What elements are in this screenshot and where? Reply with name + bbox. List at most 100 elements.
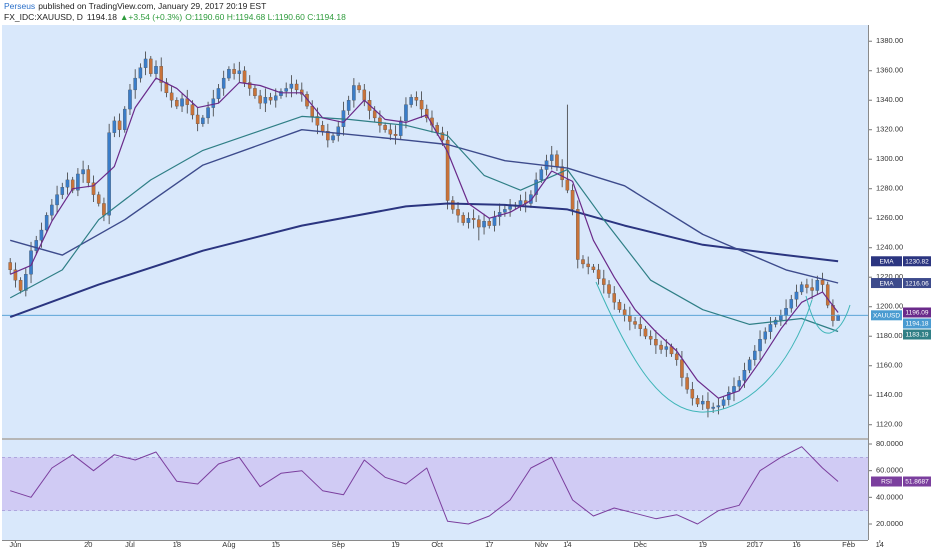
candle-body (409, 97, 413, 105)
candle-body (357, 85, 361, 91)
line-series (9, 115, 839, 333)
candle-body (13, 269, 18, 281)
candle-body (414, 97, 419, 101)
author[interactable]: Perseus (4, 1, 35, 11)
candle-body (346, 100, 351, 111)
candle-body (404, 104, 408, 122)
candle-body (398, 120, 403, 136)
candle-body (456, 209, 460, 216)
candle-body (622, 309, 627, 316)
y-tick-label: 1300.00 (876, 154, 903, 163)
candle-body (820, 280, 825, 285)
candle-body (331, 135, 335, 141)
candle-body (70, 179, 75, 191)
candle-body (289, 83, 294, 89)
candle-body (221, 77, 226, 89)
value-badge-label: 1196.09 (905, 310, 928, 317)
candle-body (336, 126, 341, 136)
candle-body (695, 398, 700, 405)
rsi-band (2, 457, 868, 511)
name-badge-label: XAUUSD (873, 313, 900, 320)
line-series (9, 77, 839, 399)
candle-body (143, 58, 148, 68)
candle-body (758, 339, 762, 352)
candle-body (492, 216, 497, 226)
candle-body (34, 240, 39, 251)
line-series (10, 129, 839, 284)
name-badge-label: RSI (881, 479, 892, 486)
candle-body (716, 405, 721, 408)
name-badge-label: EMA (879, 280, 894, 287)
candle-body (352, 85, 356, 101)
candle-body (482, 221, 486, 228)
candle-body (445, 139, 450, 201)
value-badge (903, 476, 931, 487)
candle-body (274, 95, 278, 101)
y-tick-label: 1360.00 (876, 66, 903, 75)
candle-body (154, 66, 158, 74)
candle-body (232, 69, 236, 74)
y-tick-label: 1140.00 (876, 390, 903, 399)
candle-body (565, 179, 570, 191)
candle-body (362, 89, 367, 101)
name-badge (871, 476, 902, 487)
candle-body (732, 386, 736, 393)
candle-body (18, 280, 23, 291)
candle-body (648, 336, 653, 340)
candle-body (91, 182, 96, 195)
publish-line: Perseus published on TradingView.com, Jan… (4, 1, 266, 11)
candle-body (107, 132, 111, 216)
change: ▲+3.54 (+0.3%) (120, 12, 182, 22)
candle-body (638, 324, 643, 329)
candle-body (279, 91, 283, 96)
candle-body (747, 359, 752, 371)
candle-body (560, 166, 564, 181)
candle-body (253, 88, 257, 96)
x-tick-label: 19 (699, 540, 707, 549)
candle-body (149, 58, 153, 74)
candle-body (268, 97, 273, 101)
candle-body (195, 114, 200, 124)
candle-body (503, 209, 507, 213)
candle-body (518, 200, 523, 206)
y-tick-label: 1180.00 (876, 331, 903, 340)
name-badge (871, 278, 902, 289)
x-tick-label: Jul (125, 540, 135, 549)
candle-body (393, 133, 398, 136)
candle-body (96, 194, 101, 204)
candle-body (810, 287, 814, 291)
candle-body (643, 328, 648, 337)
candle-body (680, 359, 684, 378)
candle-body (607, 284, 611, 294)
y-tick-label: 60.0000 (876, 466, 903, 475)
candle-body (133, 77, 137, 91)
x-tick-label: 20 (84, 540, 92, 549)
candle-body (216, 88, 221, 99)
candle-body (763, 331, 768, 340)
candle-body (664, 346, 669, 350)
candle-body (586, 263, 590, 268)
candle-body (383, 125, 387, 130)
candle-body (789, 299, 794, 309)
x-tick-label: 14 (876, 540, 884, 549)
candle-body (159, 66, 163, 83)
candle-body (659, 344, 663, 350)
candle-body (825, 284, 830, 306)
candle-body (799, 284, 804, 293)
y-tick-label: 1260.00 (876, 213, 903, 222)
ohlc: O:1190.60 H:1194.68 L:1190.60 C:1194.18 (185, 12, 346, 22)
candle-body (654, 339, 658, 346)
value-badge (903, 278, 931, 289)
candle-body (794, 291, 799, 300)
candle-body (690, 389, 695, 399)
candle-body (570, 190, 575, 210)
candle-body (102, 203, 106, 216)
candle-body (508, 206, 512, 210)
candle-body (784, 308, 788, 316)
candle-body (602, 278, 606, 285)
candle-body (471, 218, 476, 220)
y-tick-label: 1380.00 (876, 36, 903, 45)
candle-body (242, 70, 247, 83)
candle-body (320, 125, 325, 132)
